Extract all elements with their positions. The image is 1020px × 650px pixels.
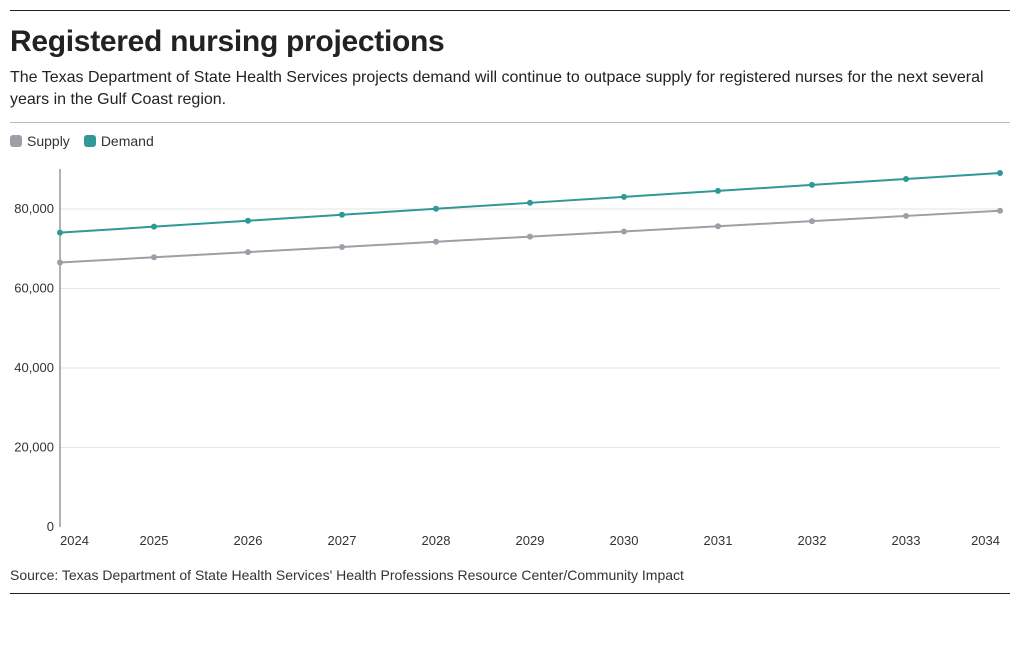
source-text: Source: Texas Department of State Health… — [10, 567, 1010, 583]
marker-demand — [809, 182, 815, 188]
marker-demand — [621, 194, 627, 200]
marker-supply — [997, 208, 1003, 214]
x-tick-label: 2028 — [422, 533, 451, 548]
y-tick-label: 80,000 — [14, 201, 54, 216]
marker-demand — [245, 218, 251, 224]
marker-supply — [57, 260, 63, 266]
marker-demand — [903, 176, 909, 182]
x-tick-label: 2033 — [892, 533, 921, 548]
divider-rule — [10, 122, 1010, 123]
x-tick-label: 2034 — [971, 533, 1000, 548]
x-tick-label: 2030 — [610, 533, 639, 548]
marker-supply — [903, 213, 909, 219]
marker-demand — [527, 200, 533, 206]
x-tick-label: 2024 — [60, 533, 89, 548]
x-tick-label: 2027 — [328, 533, 357, 548]
legend-item-supply: Supply — [10, 133, 70, 149]
marker-supply — [621, 229, 627, 235]
legend-swatch-supply — [10, 135, 22, 147]
y-tick-label: 40,000 — [14, 360, 54, 375]
bottom-rule — [10, 593, 1010, 594]
chart-plot-area: 0 20,000 40,000 60,000 80,000 2024 2025 2026 202… — [10, 157, 1010, 557]
legend: Supply Demand — [10, 133, 1010, 149]
marker-supply — [433, 239, 439, 245]
chart-subtitle: The Texas Department of State Health Ser… — [10, 67, 1010, 110]
top-rule — [10, 10, 1010, 11]
marker-supply — [339, 244, 345, 250]
line-chart-svg: 0 20,000 40,000 60,000 80,000 2024 2025 2026 202… — [10, 157, 1010, 557]
marker-demand — [339, 212, 345, 218]
marker-demand — [715, 188, 721, 194]
legend-swatch-demand — [84, 135, 96, 147]
x-tick-label: 2026 — [234, 533, 263, 548]
legend-label-demand: Demand — [101, 133, 154, 149]
legend-label-supply: Supply — [27, 133, 70, 149]
y-tick-label: 0 — [47, 519, 54, 534]
marker-demand — [57, 230, 63, 236]
marker-demand — [151, 224, 157, 230]
x-tick-label: 2025 — [140, 533, 169, 548]
x-tick-label: 2032 — [798, 533, 827, 548]
marker-supply — [809, 218, 815, 224]
marker-supply — [527, 234, 533, 240]
legend-item-demand: Demand — [84, 133, 154, 149]
x-tick-label: 2031 — [704, 533, 733, 548]
y-tick-label: 20,000 — [14, 440, 54, 455]
marker-supply — [151, 254, 157, 260]
marker-demand — [433, 206, 439, 212]
x-tick-label: 2029 — [516, 533, 545, 548]
marker-demand — [997, 170, 1003, 176]
y-tick-label: 60,000 — [14, 281, 54, 296]
marker-supply — [245, 249, 251, 255]
chart-container: Registered nursing projections The Texas… — [0, 0, 1020, 604]
marker-supply — [715, 223, 721, 229]
chart-title: Registered nursing projections — [10, 25, 1010, 59]
